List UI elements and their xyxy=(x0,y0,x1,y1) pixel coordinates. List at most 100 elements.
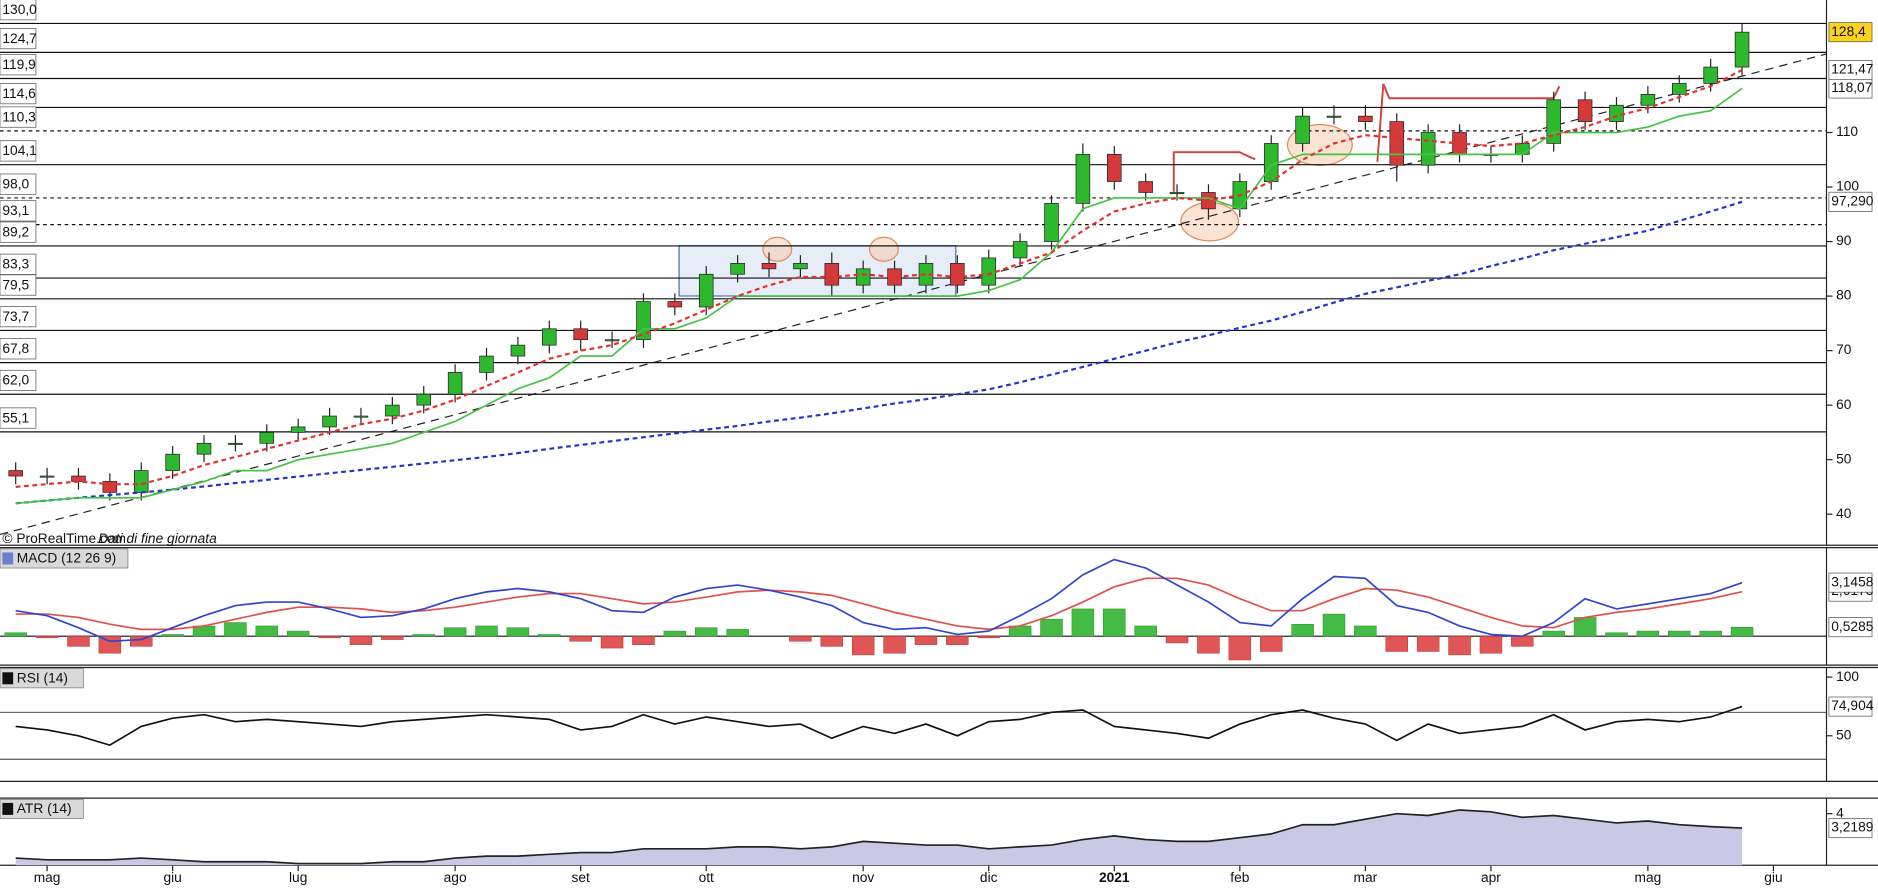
histogram-bar xyxy=(1322,613,1346,637)
candle-body xyxy=(1295,115,1310,144)
value-label-box xyxy=(1828,60,1873,80)
value-label: 118,07 xyxy=(1831,80,1872,95)
series-line xyxy=(15,87,1743,505)
x-tick-label: ago xyxy=(444,870,467,885)
x-tick-label: nov xyxy=(852,870,874,885)
level-label-box xyxy=(0,274,37,296)
candle-body xyxy=(228,442,243,445)
value-label-box xyxy=(1828,696,1873,717)
candle-body xyxy=(102,481,118,493)
level-label: 130,0 xyxy=(2,2,37,17)
histogram-bar xyxy=(4,632,27,637)
series-line xyxy=(15,558,1743,643)
level-label: 67,8 xyxy=(2,341,29,356)
histogram-bar xyxy=(789,635,812,642)
value-label: 74,904 xyxy=(1831,698,1873,713)
x-tick-label: ott xyxy=(699,870,714,885)
histogram-bar xyxy=(1730,626,1754,637)
series-line xyxy=(15,577,1743,631)
y-tick-label: 4 xyxy=(1836,805,1844,820)
panel-title-box xyxy=(0,548,129,569)
candle-body xyxy=(479,355,494,373)
trendline xyxy=(0,53,1827,536)
y-tick-label: 90 xyxy=(1836,233,1852,248)
histogram-bar xyxy=(1291,624,1314,637)
histogram-bar xyxy=(506,627,530,637)
candle-body xyxy=(1326,115,1342,118)
x-tick-label: feb xyxy=(1230,870,1249,885)
candle-body xyxy=(1389,121,1405,166)
level-label-box xyxy=(0,338,37,360)
y-tick-label: 50 xyxy=(1836,727,1852,742)
candle-body xyxy=(39,475,55,478)
level-label: 62,0 xyxy=(2,373,29,388)
histogram-bar xyxy=(946,635,969,645)
level-label: 79,5 xyxy=(2,277,29,292)
histogram-bar xyxy=(1134,625,1157,637)
level-label: 83,3 xyxy=(2,257,29,272)
histogram-bar xyxy=(318,635,341,639)
stop-line xyxy=(1172,83,1561,192)
panel-title-icon xyxy=(2,802,14,815)
level-label-box xyxy=(0,306,37,328)
histogram-bar xyxy=(538,634,561,637)
candle-body xyxy=(322,415,337,428)
candle-body xyxy=(1577,99,1593,122)
histogram-bar xyxy=(1699,630,1722,637)
x-tick-label: giu xyxy=(1764,870,1782,885)
candle-body xyxy=(8,470,23,477)
area-fill xyxy=(15,809,1743,866)
candle-body xyxy=(259,432,275,444)
histogram-bar xyxy=(381,635,404,640)
level-label-box xyxy=(0,0,37,21)
level-label: 98,0 xyxy=(2,176,29,191)
candle-body xyxy=(385,404,400,417)
histogram-bar xyxy=(1605,632,1628,637)
level-label: 110,3 xyxy=(2,109,36,124)
panel-title: RSI (14) xyxy=(17,671,68,686)
value-label-box xyxy=(1828,22,1873,43)
histogram-bar xyxy=(286,630,310,637)
histogram-bar xyxy=(255,625,279,637)
histogram-bar xyxy=(1448,635,1471,656)
candle-body xyxy=(761,263,777,270)
candle-body xyxy=(793,263,808,270)
candle-body xyxy=(1358,115,1373,122)
y-tick-label: 110 xyxy=(1836,124,1858,139)
x-tick-label: set xyxy=(571,870,590,885)
histogram-bar xyxy=(1197,635,1220,654)
histogram-bar xyxy=(1542,630,1565,637)
candle-body xyxy=(1420,132,1436,166)
candle-body xyxy=(981,257,996,286)
histogram-bar xyxy=(1636,630,1660,637)
series-line xyxy=(15,200,1743,505)
level-label: 119,9 xyxy=(2,57,35,72)
value-label: 3,1458 xyxy=(1831,574,1873,589)
level-label-box xyxy=(0,200,37,222)
histogram-bar xyxy=(914,635,938,645)
level-label: 104,1 xyxy=(2,143,36,158)
histogram-bar xyxy=(632,635,655,645)
y-tick-label: 40 xyxy=(1836,506,1852,521)
x-tick-label: dic xyxy=(980,870,998,885)
level-label-box xyxy=(0,173,37,195)
candle-body xyxy=(1107,153,1122,182)
histogram-bar xyxy=(1071,608,1095,637)
histogram-bar xyxy=(161,634,184,637)
level-label-box xyxy=(0,54,37,76)
histogram-bar xyxy=(1668,630,1691,637)
candle-body xyxy=(1012,241,1028,259)
x-tick-label: lug xyxy=(289,870,307,885)
value-label-box xyxy=(1828,617,1873,638)
candle-body xyxy=(1703,66,1718,84)
series-line xyxy=(15,705,1743,747)
panel-title: ATR (14) xyxy=(17,801,72,816)
level-label-box xyxy=(0,28,37,50)
histogram-bar xyxy=(1511,635,1534,647)
candle-body xyxy=(510,344,526,357)
candle-body xyxy=(730,263,745,275)
x-tick-label: 2021 xyxy=(1099,870,1130,885)
